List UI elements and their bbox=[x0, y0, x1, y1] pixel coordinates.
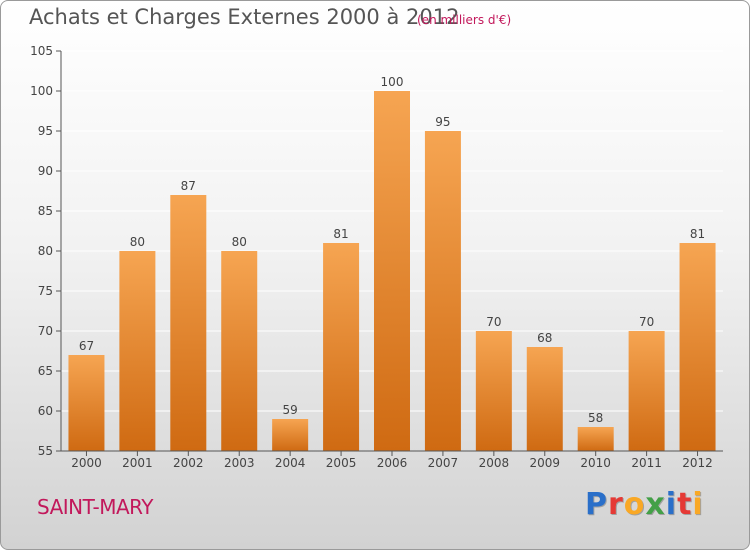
data-label: 87 bbox=[181, 179, 196, 193]
y-tick-label: 100 bbox=[30, 84, 53, 98]
y-tick-label: 55 bbox=[38, 444, 53, 458]
data-label: 80 bbox=[232, 235, 247, 249]
y-tick-label: 90 bbox=[38, 164, 53, 178]
data-label: 95 bbox=[435, 115, 450, 129]
x-tick-label: 2004 bbox=[275, 456, 306, 470]
data-label: 59 bbox=[283, 403, 298, 417]
bar bbox=[272, 419, 309, 451]
y-tick-label: 75 bbox=[38, 284, 53, 298]
x-tick-label: 2010 bbox=[580, 456, 611, 470]
x-tick-label: 2009 bbox=[529, 456, 560, 470]
x-tick-label: 2011 bbox=[631, 456, 662, 470]
chart-subtitle: (en milliers d'€) bbox=[417, 13, 512, 27]
chart-title: Achats et Charges Externes 2000 à 2012 bbox=[29, 5, 460, 29]
x-tick-label: 2003 bbox=[224, 456, 255, 470]
proxiti-logo: Proxiti bbox=[585, 487, 704, 522]
y-tick-label: 105 bbox=[30, 44, 53, 58]
data-label: 70 bbox=[639, 315, 654, 329]
data-label: 68 bbox=[537, 331, 552, 345]
y-tick-label: 65 bbox=[38, 364, 53, 378]
logo-letter: t bbox=[677, 487, 693, 522]
y-tick-label: 95 bbox=[38, 124, 53, 138]
bar bbox=[221, 251, 258, 451]
commune-name: SAINT-MARY bbox=[37, 495, 153, 519]
x-tick-label: 2001 bbox=[122, 456, 153, 470]
x-tick-label: 2012 bbox=[682, 456, 713, 470]
bar bbox=[577, 427, 614, 451]
bar bbox=[170, 195, 207, 451]
bar bbox=[679, 243, 716, 451]
logo-letter: P bbox=[585, 487, 608, 522]
bar bbox=[323, 243, 360, 451]
data-label: 81 bbox=[690, 227, 705, 241]
data-label: 70 bbox=[486, 315, 501, 329]
x-tick-label: 2000 bbox=[71, 456, 102, 470]
y-tick-label: 85 bbox=[38, 204, 53, 218]
logo-letter: i bbox=[692, 487, 704, 522]
data-label: 100 bbox=[381, 75, 404, 89]
data-label: 81 bbox=[333, 227, 348, 241]
bar bbox=[475, 331, 512, 451]
data-label: 67 bbox=[79, 339, 94, 353]
data-label: 80 bbox=[130, 235, 145, 249]
bar bbox=[628, 331, 665, 451]
bar bbox=[68, 355, 105, 451]
logo-letter: o bbox=[623, 487, 646, 522]
bar bbox=[424, 131, 461, 451]
x-tick-label: 2005 bbox=[326, 456, 357, 470]
x-tick-label: 2002 bbox=[173, 456, 204, 470]
logo-letter: i bbox=[665, 487, 678, 522]
logo-letter: r bbox=[608, 487, 624, 522]
x-tick-label: 2007 bbox=[428, 456, 459, 470]
y-tick-label: 70 bbox=[38, 324, 53, 338]
bar bbox=[526, 347, 563, 451]
x-tick-label: 2008 bbox=[479, 456, 510, 470]
data-label: 58 bbox=[588, 411, 603, 425]
logo-letter: x bbox=[645, 487, 666, 522]
y-tick-label: 80 bbox=[38, 244, 53, 258]
bar bbox=[374, 91, 410, 451]
x-tick-label: 2006 bbox=[377, 456, 408, 470]
y-tick-label: 60 bbox=[38, 404, 53, 418]
bar bbox=[119, 251, 156, 451]
